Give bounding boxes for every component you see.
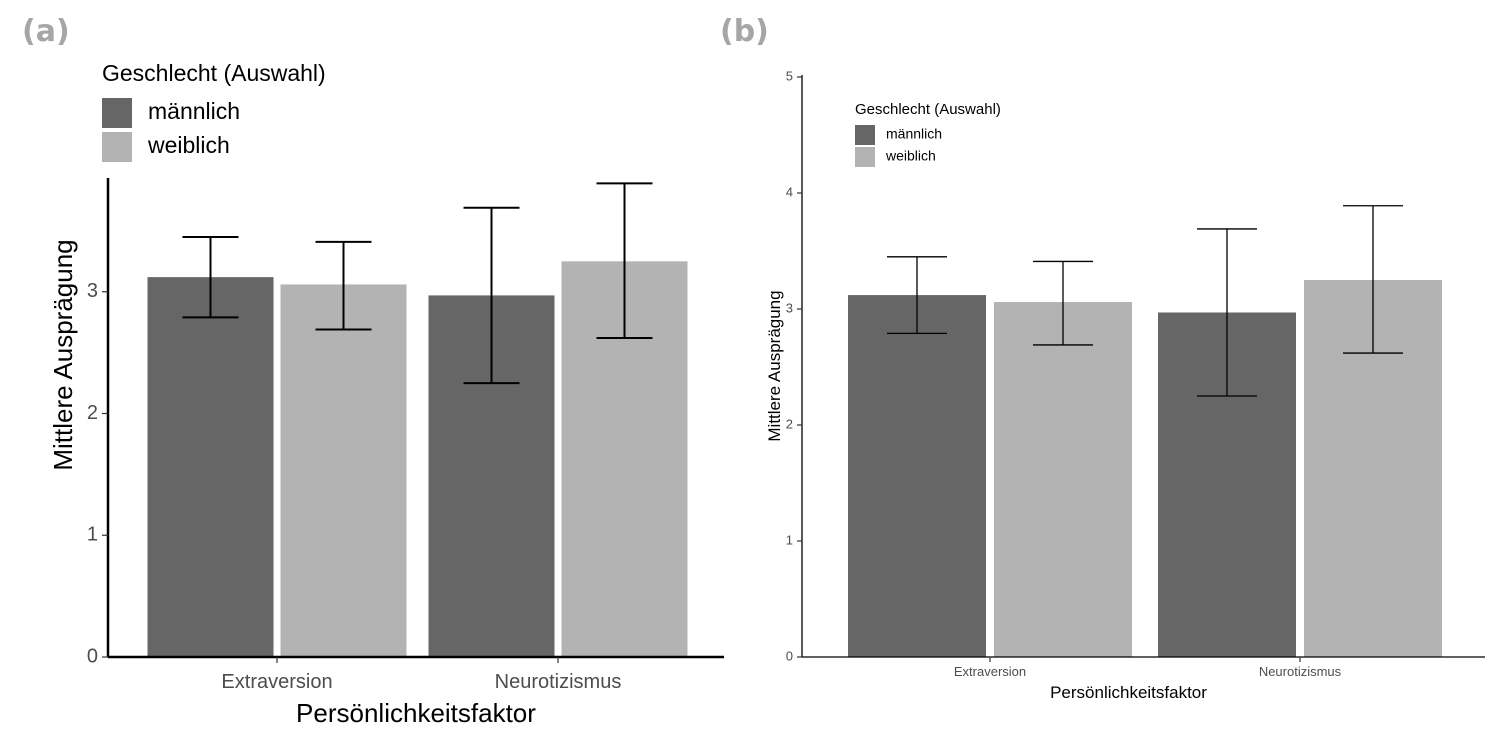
panel-a-legend-label-maennlich: männlich bbox=[148, 98, 240, 124]
panel-a-ytick-label: 1 bbox=[87, 524, 98, 546]
panel-a-legend-key-maennlich bbox=[102, 98, 132, 128]
panel-b-bar-extraversion-maennlich bbox=[848, 295, 986, 657]
panel-a-errorbar-neurotizismus-weiblich bbox=[596, 182, 653, 340]
panel-b-ytick-label: 5 bbox=[786, 68, 793, 83]
panel-a-x-axis-title: Persönlichkeitsfaktor bbox=[296, 698, 536, 728]
panel-a-errorbar-extraversion-weiblich bbox=[315, 240, 372, 331]
panel-a-xtick-label-extraversion: Extraversion bbox=[221, 671, 332, 693]
panel-b-errorbar-neurotizismus-weiblich bbox=[1343, 205, 1403, 354]
panel-b-ytick-label: 4 bbox=[786, 184, 793, 199]
panel-b-bar-extraversion-weiblich bbox=[994, 302, 1132, 657]
panel-b-x-axis-title: Persönlichkeitsfaktor bbox=[1050, 683, 1207, 702]
panel-b-legend-key-maennlich bbox=[855, 125, 875, 145]
panel-a-legend-key-weiblich bbox=[102, 132, 132, 162]
panel-b-legend-label-maennlich: männlich bbox=[886, 126, 942, 142]
panel-a-ytick-label: 3 bbox=[87, 280, 98, 302]
panel-label-b: (b) bbox=[720, 14, 769, 49]
panel-b-xtick-label-extraversion: Extraversion bbox=[954, 664, 1026, 679]
panel-b-errorbar-extraversion-weiblich bbox=[1033, 260, 1093, 346]
panel-b-ytick-label: 2 bbox=[786, 416, 793, 431]
panel-a-bar-extraversion-maennlich bbox=[147, 277, 274, 657]
panel-a-errorbar-extraversion-maennlich bbox=[182, 235, 239, 319]
panel-b-legend-label-weiblich: weiblich bbox=[885, 148, 936, 164]
panel-b-ytick-label: 3 bbox=[786, 300, 793, 315]
panel-a-y-axis-title: Mittlere Ausprägung bbox=[48, 239, 78, 470]
panel-a-xtick-label-neurotizismus: Neurotizismus bbox=[495, 671, 622, 693]
panel-a-legend-label-weiblich: weiblich bbox=[147, 132, 230, 158]
panel-b-legend-title: Geschlecht (Auswahl) bbox=[855, 101, 1001, 118]
panel-a-errorbar-neurotizismus-maennlich bbox=[463, 206, 520, 385]
panel-a-ytick-label: 2 bbox=[87, 402, 98, 424]
panel-label-a: (a) bbox=[22, 14, 70, 49]
panel-b-legend-key-weiblich bbox=[855, 147, 875, 167]
panel-b-ytick-label: 1 bbox=[786, 532, 793, 547]
panel-a-legend-title: Geschlecht (Auswahl) bbox=[102, 60, 326, 86]
panel-b-ytick-label: 0 bbox=[786, 648, 793, 663]
panel-b-y-axis-title: Mittlere Ausprägung bbox=[765, 290, 784, 441]
panel-b-errorbar-extraversion-maennlich bbox=[887, 256, 947, 335]
panel-a-bar-extraversion-weiblich bbox=[280, 284, 407, 657]
panel-b-xtick-label-neurotizismus: Neurotizismus bbox=[1259, 664, 1342, 679]
panel-b-errorbar-neurotizismus-maennlich bbox=[1197, 228, 1257, 397]
panel-a-ytick-label: 0 bbox=[87, 645, 98, 667]
